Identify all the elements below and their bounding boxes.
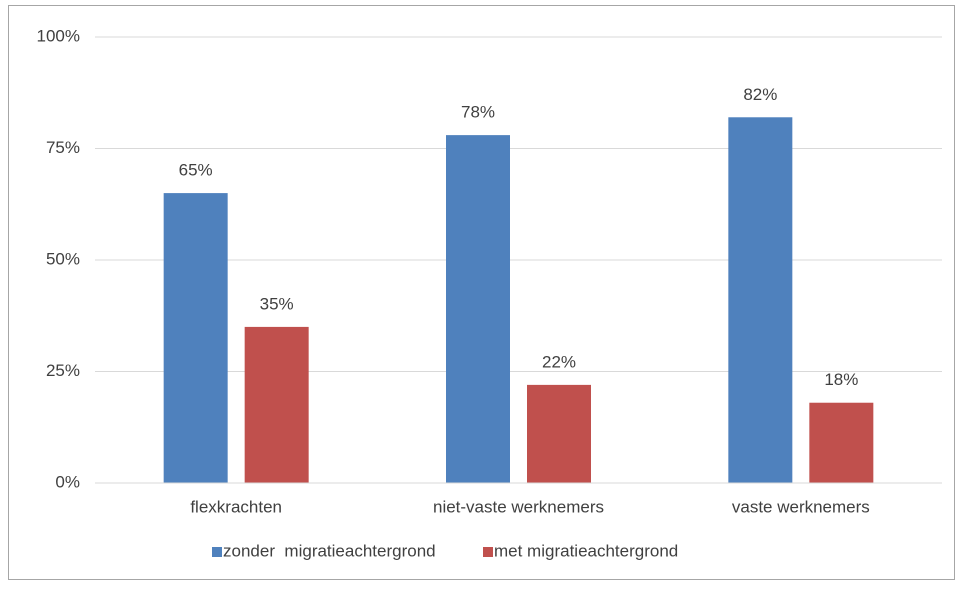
y-tick-label: 0% [55, 472, 80, 491]
legend-label: met migratieachtergrond [494, 541, 678, 560]
legend-swatch [483, 547, 493, 557]
y-tick-label: 100% [37, 26, 80, 45]
value-label: 65% [179, 161, 213, 180]
legend-label: zonder migratieachtergrond [223, 541, 436, 560]
bar [728, 117, 793, 483]
x-tick-label: vaste werknemers [732, 497, 870, 516]
bar [527, 384, 591, 483]
value-label: 35% [260, 294, 294, 313]
legend-swatch [212, 547, 222, 557]
x-tick-label: niet-vaste werknemers [433, 497, 604, 516]
y-tick-label: 50% [46, 249, 80, 268]
bar [163, 193, 228, 483]
value-label: 18% [824, 370, 858, 389]
x-tick-label: flexkrachten [190, 497, 282, 516]
bar [244, 326, 309, 483]
value-label: 78% [461, 103, 495, 122]
bar [446, 135, 510, 483]
y-tick-label: 25% [46, 361, 80, 380]
y-tick-label: 75% [46, 138, 80, 157]
bar [809, 402, 874, 483]
value-label: 22% [542, 352, 576, 371]
value-label: 82% [743, 85, 777, 104]
